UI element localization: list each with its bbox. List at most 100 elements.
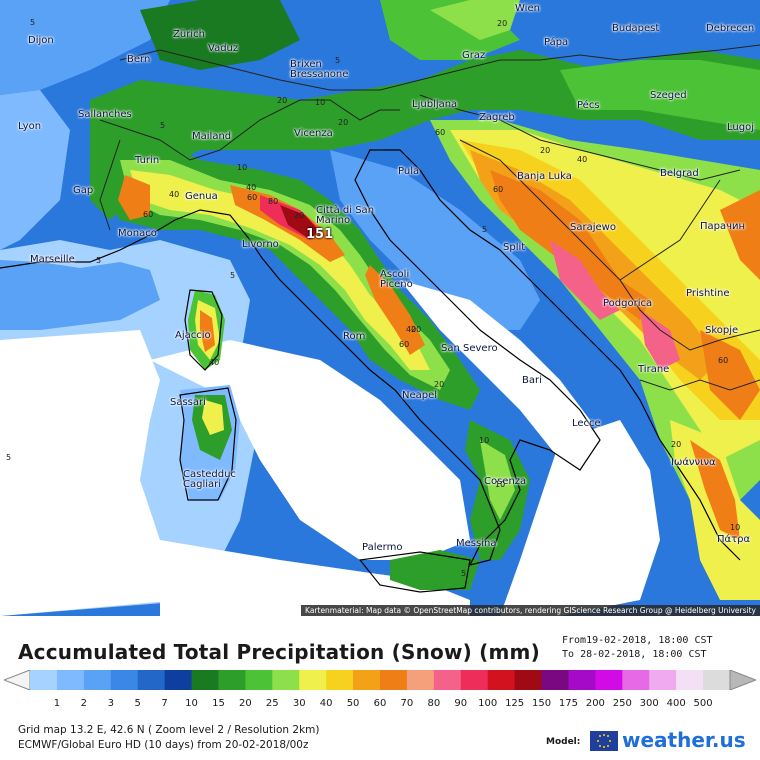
city-label: Neapel [402,390,438,401]
contour-label: 5 [230,271,236,280]
colorbar-swatch [164,670,193,690]
city-label: Ljubljana [412,99,458,110]
city-label: Ιωάννινα [671,457,716,468]
city-label: Dijon [28,35,54,46]
contour-label: 40 [406,325,417,334]
contour-label: 5 [160,121,166,130]
colorbar-swatch [218,670,246,690]
colorbar-swatch [380,670,408,690]
colorbar-tick-label: 7 [161,698,168,709]
colorbar-tick-label: 70 [400,698,414,709]
city-label: Debrecen [706,23,755,34]
colorbar-swatch [541,670,569,690]
contour-label: 10 [479,436,490,445]
city-label: Vaduz [208,43,239,54]
colorbar-tick-label: 400 [666,698,686,709]
brand-logo[interactable]: weather.us [622,728,746,752]
city-label: Cosenza [484,476,527,487]
colorbar-swatch [299,670,327,690]
colorbar-swatch [137,670,166,690]
colorbar-tick-label: 3 [107,698,114,709]
colorbar-tick-label: 50 [346,698,360,709]
colorbar-tick-label: 25 [265,698,279,709]
contour-label: 10 [237,163,248,172]
contour-label: 60 [399,340,410,349]
colorbar-tick-label: 100 [478,698,498,709]
city-label: Brixen Bressanone [290,59,349,80]
model-info: ECMWF/Global Euro HD (10 days) from 20-0… [18,739,309,751]
coastlines [0,149,741,593]
city-label: Messina [456,538,497,549]
city-label: Gap [73,185,94,196]
contour-label: 40 [246,183,257,192]
city-label: Marseille [30,254,75,265]
contour-label: 40 [209,358,220,367]
contour-label: 40 [169,190,180,199]
colorbar-swatch [245,670,273,690]
colorbar-tick-label: 40 [319,698,333,709]
city-label: Tirane [638,364,670,375]
contour-label: 60 [718,356,729,365]
city-label: Парачин [700,221,746,232]
contour-label: 5 [6,453,12,462]
contour-label: 20 [671,440,682,449]
city-label: San Severo [441,343,498,354]
colorbar-swatch [487,670,516,690]
contour-label: 20 [411,325,422,334]
contour-label: 20 [277,96,288,105]
to-date: To 28-02-2018, 18:00 CST [562,649,707,660]
max-value-label: 151 [306,227,334,242]
contour-label: 5 [335,56,341,65]
colorbar-tick-label: 125 [505,698,525,709]
colorbar-tick-label: 30 [292,698,306,709]
city-label: Ascoli Piceno [380,269,413,290]
city-label: Zürich [173,29,205,40]
color-scale-bar [4,670,756,690]
city-label: Genua [185,191,218,202]
colorbar-tick-label: 5 [134,698,141,709]
city-label: Sassari [170,397,206,408]
city-label: Prishtine [686,288,730,299]
contour-label: 20 [540,146,551,155]
city-label: Lugoj [727,122,754,133]
colorbar-swatch [676,670,704,690]
city-label: Graz [462,50,486,61]
city-label: Belgrad [660,168,699,179]
city-label: Rom [343,331,366,342]
colorbar-swatch [110,670,139,690]
colorbar-tick-label: 1 [53,698,61,709]
from-date: From19-02-2018, 18:00 CST [562,635,713,646]
contour-label: 10 [315,98,326,107]
colorbar-tick-label: 20 [239,698,252,709]
colorbar-swatch [703,670,731,690]
colorbar-swatch [514,670,543,690]
contour-label: 60 [435,128,446,137]
model-label: Model: [546,737,581,747]
city-label: Castedduc Cagliari [183,469,236,490]
grid-info: Grid map 13.2 E, 42.6 N ( Zoom level 2 /… [18,724,320,736]
colorbar-tick-label: 300 [639,698,659,709]
contour-label: 10 [730,523,741,532]
city-label: Bern [127,54,151,65]
city-label: Mailand [192,131,232,142]
from-label: From [562,635,587,646]
colorbar-swatch [30,670,58,690]
city-label: Szeged [650,90,687,101]
from-date-value: 19-02-2018, 18:00 CST [586,635,713,646]
precipitation-map[interactable]: 151 Dijon Zürich Vaduz Bern Brixen Bressanon… [0,0,760,616]
contour-label: 5 [461,569,467,578]
contour-label: 80 [268,197,279,206]
colorbar-arrow-left [4,670,31,690]
colorbar-swatch [622,670,650,690]
city-label: Livorno [242,239,279,250]
contour-label: 10 [495,480,506,489]
colorbar-swatch [649,670,677,690]
colorbar-swatch [83,670,112,690]
colorbar-tick-label: 150 [531,698,552,709]
colorbar-tick-label: 10 [185,698,198,709]
map-layers [0,0,760,616]
city-label: Monaco [118,228,157,239]
contour-label: 40 [577,155,588,164]
city-label: Pécs [577,100,600,111]
contour-label: 20 [497,19,508,28]
